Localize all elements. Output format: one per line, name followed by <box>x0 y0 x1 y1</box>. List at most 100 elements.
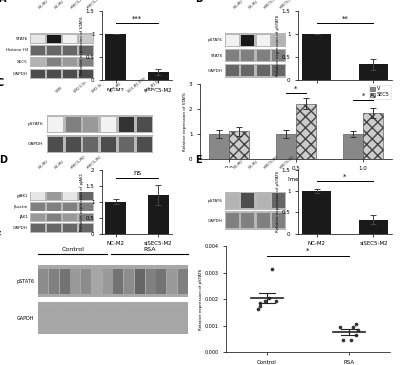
Text: GAPDH: GAPDH <box>208 219 223 223</box>
Bar <box>47 35 61 43</box>
Point <box>352 332 359 338</box>
Y-axis label: Relative expression of STAT6: Relative expression of STAT6 <box>80 16 84 75</box>
Y-axis label: Relative expression of STAT6: Relative expression of STAT6 <box>184 92 188 151</box>
Point <box>340 337 346 343</box>
Bar <box>84 137 98 151</box>
Bar <box>30 57 94 68</box>
Bar <box>229 131 249 159</box>
Bar <box>114 306 123 331</box>
Text: NC-M0: NC-M0 <box>232 0 244 9</box>
Bar <box>66 137 81 151</box>
Text: **: ** <box>342 15 348 21</box>
Text: siSEC5-M2: siSEC5-M2 <box>278 0 295 9</box>
Bar <box>66 117 81 132</box>
Bar <box>30 45 94 55</box>
Text: ***: *** <box>132 15 142 21</box>
Point <box>336 324 343 330</box>
Bar <box>63 58 77 66</box>
Bar <box>105 34 126 80</box>
Bar <box>156 269 166 294</box>
Point <box>353 322 360 327</box>
Text: GAPDH: GAPDH <box>208 69 223 73</box>
Bar <box>31 224 44 232</box>
Text: siSEC5-M0: siSEC5-M0 <box>70 155 87 170</box>
Bar <box>272 213 285 228</box>
Point <box>273 298 279 304</box>
Bar <box>105 201 126 234</box>
Text: GAPDH: GAPDH <box>13 72 28 76</box>
Point <box>348 337 354 343</box>
Bar <box>359 220 388 234</box>
Text: Control: Control <box>61 247 84 252</box>
Bar <box>101 117 116 132</box>
Bar <box>114 269 123 294</box>
Text: GAPDH: GAPDH <box>16 316 34 321</box>
Text: STAT6: STAT6 <box>210 54 223 58</box>
Bar <box>146 269 156 294</box>
Bar <box>63 35 77 43</box>
Bar <box>257 213 270 228</box>
Bar <box>49 269 59 294</box>
Bar <box>209 134 229 159</box>
Text: Histone H3: Histone H3 <box>6 49 28 53</box>
Point <box>257 300 264 306</box>
Bar <box>63 224 77 232</box>
Text: SEC5: SEC5 <box>17 60 28 64</box>
Bar <box>225 64 286 78</box>
Text: *: * <box>343 173 347 179</box>
Bar <box>167 269 177 294</box>
Bar <box>135 306 145 331</box>
Bar <box>124 306 134 331</box>
Text: STAT6: STAT6 <box>16 36 28 41</box>
Bar <box>30 34 94 44</box>
Text: siSEC5-M0: siSEC5-M0 <box>263 155 280 170</box>
Text: *: * <box>294 85 298 92</box>
Bar <box>48 137 63 151</box>
Text: NC-M2: NC-M2 <box>54 160 65 170</box>
Bar <box>241 213 254 228</box>
X-axis label: Time(h): Time(h) <box>285 177 307 182</box>
Text: siSEC5-M2: siSEC5-M2 <box>86 0 103 9</box>
Point <box>257 303 264 309</box>
Text: D: D <box>0 154 7 165</box>
Bar <box>302 34 331 80</box>
Text: A: A <box>0 0 7 4</box>
Bar <box>272 193 285 208</box>
Bar <box>47 46 61 54</box>
Bar <box>241 35 254 46</box>
Bar <box>363 113 383 159</box>
Bar <box>226 65 239 76</box>
Y-axis label: Relative expression of pJAK1: Relative expression of pJAK1 <box>80 173 84 231</box>
Bar <box>30 69 94 79</box>
Bar <box>79 70 93 78</box>
Bar <box>241 65 254 76</box>
Bar <box>137 137 152 151</box>
Bar <box>60 306 70 331</box>
Bar <box>272 50 285 61</box>
Bar <box>70 269 80 294</box>
Bar <box>79 35 93 43</box>
Bar <box>272 35 285 46</box>
Bar <box>31 192 44 200</box>
Text: SEC5-M0: SEC5-M0 <box>109 81 122 93</box>
Bar <box>31 70 44 78</box>
Bar <box>225 192 286 210</box>
Point <box>268 266 275 272</box>
Bar <box>148 195 169 234</box>
Point <box>255 306 262 311</box>
Bar <box>79 224 93 232</box>
Bar <box>225 49 286 62</box>
Text: siSEC5-M0: siSEC5-M0 <box>70 0 87 9</box>
Bar <box>31 203 44 211</box>
Legend: V, SEC5: V, SEC5 <box>369 85 391 99</box>
Bar <box>156 306 166 331</box>
Bar <box>38 306 48 331</box>
Bar <box>92 269 102 294</box>
Bar <box>81 269 91 294</box>
Bar <box>47 70 61 78</box>
Text: GAPDH: GAPDH <box>13 226 28 230</box>
Bar <box>63 192 77 200</box>
Text: SEC5-M2-0.5h: SEC5-M2-0.5h <box>126 76 146 93</box>
Bar <box>46 115 153 134</box>
Text: pSTAT6: pSTAT6 <box>16 279 34 284</box>
